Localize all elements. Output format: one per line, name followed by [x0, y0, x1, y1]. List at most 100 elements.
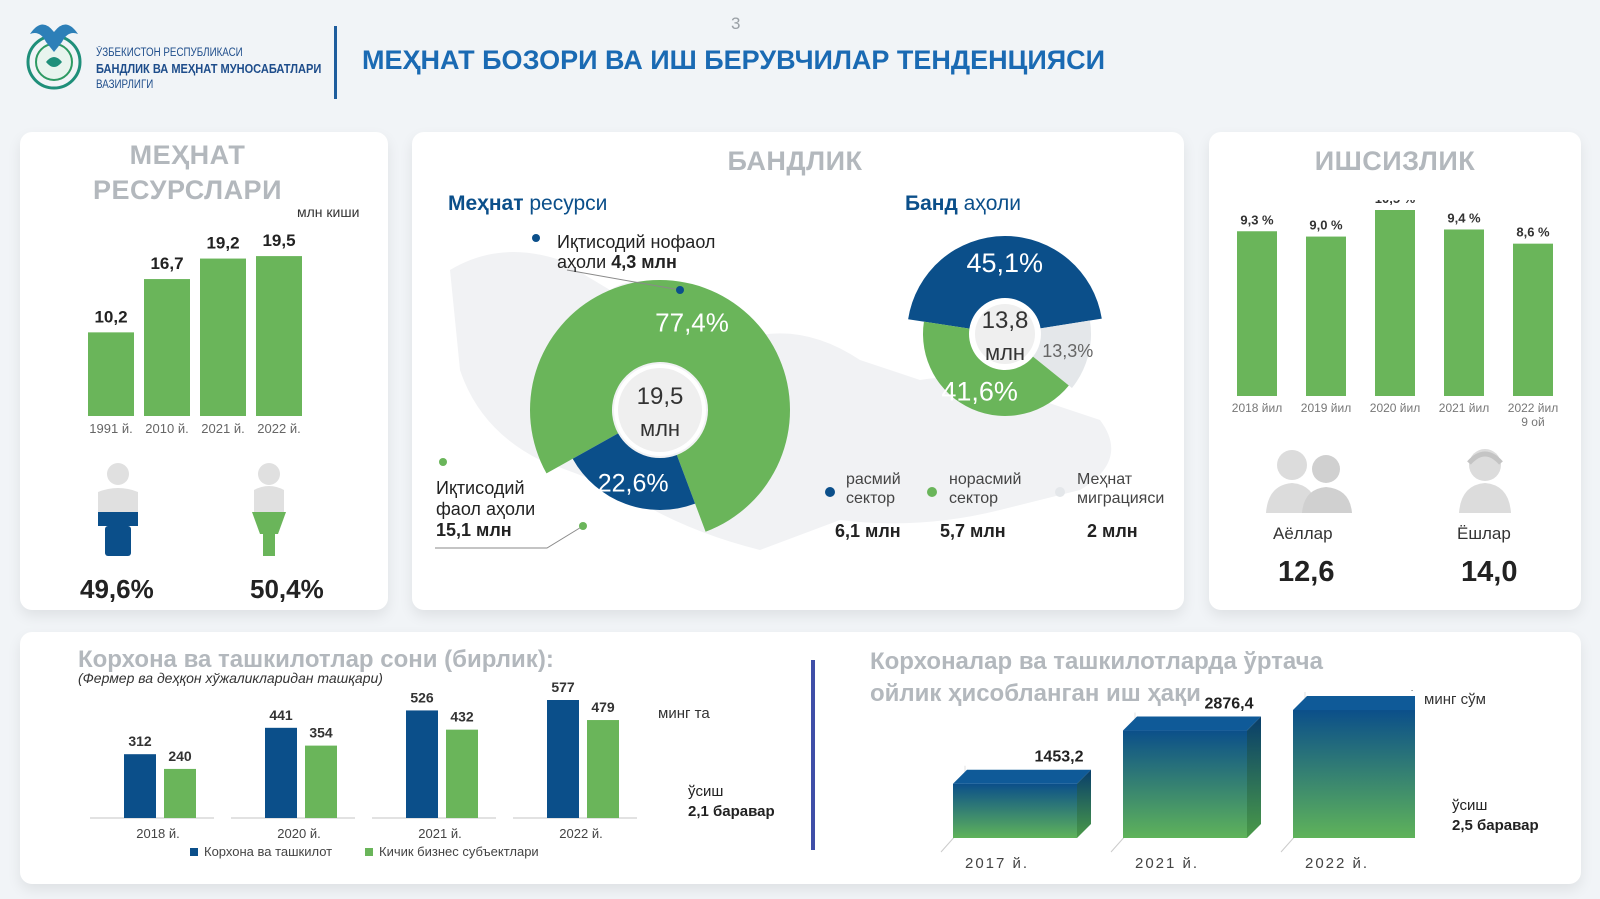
salary-bar-value: 3426,8 — [1375, 690, 1415, 692]
donut-center-disc — [975, 304, 1035, 364]
labor-resource-donut: 77,4% 22,6% 19,5 млн — [435, 234, 790, 549]
page-title: МЕҲНАТ БОЗОРИ ВА ИШ БЕРУВЧИЛАР ТЕНДЕНЦИЯ… — [362, 45, 1106, 75]
enterprise-legend-swatch — [190, 848, 198, 856]
enterprises-growth-line2: 2,1 баравар — [688, 803, 775, 820]
labor-bar — [88, 332, 134, 416]
salary-growth: ўсиш 2,5 баравар — [1452, 796, 1539, 836]
small-business-bar — [446, 729, 478, 818]
active-label-line2: фаол аҳоли — [436, 499, 536, 519]
donut-center-unit: млн — [985, 340, 1025, 365]
labor-bar — [200, 258, 246, 416]
enterprise-legend-label: Кичик бизнес субъектлари — [379, 844, 539, 859]
unemployment-bar — [1237, 231, 1277, 396]
small-business-bar — [305, 745, 337, 818]
enterprise-year: 2020 й. — [277, 826, 320, 841]
enterprise-bar-value: 479 — [591, 699, 615, 715]
employed-donut: 45,1% 13,3% 41,6% 13,8 млн — [908, 235, 1102, 416]
legend-informal-label: норасмий сектор — [949, 470, 1021, 508]
inactive-label-line2: аҳоли — [557, 252, 612, 272]
labor-bar-value: 19,2 — [206, 234, 239, 253]
women-group-icon — [1262, 445, 1357, 520]
active-legend-dot — [439, 458, 447, 466]
labor-resources-chart: 10,2 1991 й. 16,7 2010 й. 19,2 2021 й. 19,5 202… — [88, 231, 302, 436]
man-icon — [93, 462, 143, 562]
legend-informal-line1: норасмий — [949, 471, 1022, 488]
active-leader-line — [435, 525, 584, 549]
enterprise-bar — [265, 727, 297, 818]
inactive-leader-line — [566, 269, 681, 291]
inactive-slice-label: 22,6% — [598, 470, 669, 498]
enterprise-legend-label: Корхона ва ташкилот — [204, 844, 332, 859]
men-share: 49,6% — [80, 574, 154, 604]
active-label-line1: Иқтисодий — [436, 478, 525, 498]
young-person-icon — [1455, 445, 1515, 520]
legend-formal-label: расмий сектор — [846, 470, 901, 508]
salary-bar-top — [953, 769, 1091, 784]
employment-title: БАНДЛИК — [727, 146, 863, 176]
salary-bar-top — [1293, 696, 1415, 710]
enterprise-bar — [406, 710, 438, 818]
labor-bar-year: 2010 й. — [145, 421, 188, 436]
salary-title-line1: Корхоналар ва ташкилотларда ўртача — [870, 648, 1323, 675]
legend-migration-value: 2 млн — [1087, 521, 1138, 541]
labor-unit: млн киши — [297, 204, 360, 220]
labor-bar-value: 10,2 — [94, 307, 127, 326]
employed-subtitle: Банд аҳоли — [905, 192, 1021, 216]
women-label: Аёллар — [1273, 524, 1333, 543]
women-value: 12,6 — [1278, 556, 1335, 588]
salary-year: 2017 й. — [965, 855, 1029, 872]
enterprise-bar — [547, 700, 579, 818]
legend-migration-line2: миграцияси — [1077, 490, 1165, 507]
labor-resource-subtitle-bold: Меҳнат — [448, 192, 524, 215]
enterprise-bar-value: 312 — [128, 733, 152, 749]
labor-bar-year: 1991 й. — [89, 421, 132, 436]
small-business-bar — [164, 768, 196, 818]
ministry-name: ЎЗБЕКИСТОН РЕСПУБЛИКАСИ БАНДЛИК ВА МЕҲНА… — [96, 45, 321, 93]
youth-value: 14,0 — [1461, 556, 1518, 588]
labor-bar-value: 19,5 — [262, 231, 295, 250]
inactive-slice — [572, 433, 696, 510]
unemployment-bar-year: 2020 йил — [1370, 401, 1420, 415]
enterprise-bar — [124, 754, 156, 818]
legend-dot-migration — [1055, 487, 1065, 497]
unemployment-bar — [1306, 236, 1346, 396]
enterprises-growth: ўсиш 2,1 баравар — [688, 782, 775, 822]
legend-dot-informal — [927, 487, 937, 497]
salary-unit: минг сўм — [1424, 691, 1486, 708]
inactive-value: 4,3 млн — [611, 252, 677, 272]
salary-title: Корхоналар ва ташкилотларда ўртача ойлик… — [870, 646, 1323, 710]
unemployment-bar-value: 9,4 % — [1447, 210, 1481, 225]
unemployment-bar-year: 2021 йил — [1439, 401, 1489, 415]
legend-informal-value: 5,7 млн — [940, 521, 1006, 541]
active-slice-label: 77,4% — [655, 307, 729, 337]
labor-resource-subtitle-rest: ресурси — [523, 192, 608, 215]
salary-year: 2021 й. — [1135, 855, 1199, 872]
small-business-bar — [587, 720, 619, 818]
enterprise-bar-value: 354 — [309, 725, 333, 741]
legend-migration-label: Меҳнат миграцияси — [1077, 470, 1164, 508]
unemployment-bar-year-2: 9 ой — [1521, 415, 1544, 429]
ministry-line3: ВАЗИРЛИГИ — [96, 79, 154, 91]
unemployment-bar — [1444, 229, 1484, 396]
inactive-dot — [676, 286, 684, 294]
labor-resources-title: МЕҲНАТ РЕСУРСЛАРИ — [60, 138, 315, 208]
salary-bar-side — [1077, 769, 1091, 838]
migration-slice-label: 13,3% — [1042, 341, 1093, 361]
enterprise-bar-value: 577 — [551, 679, 575, 695]
unemployment-bar-year: 2022 йил — [1508, 401, 1558, 415]
formal-slice-label: 45,1% — [966, 248, 1043, 278]
enterprise-year: 2022 й. — [559, 826, 602, 841]
active-slice — [530, 280, 790, 532]
unemployment-title: ИШСИЗЛИК — [1314, 146, 1476, 176]
unemployment-bar — [1375, 210, 1415, 396]
labor-bar — [256, 256, 302, 416]
unemployment-chart: 9,3 % 2018 йил 9,0 % 2019 йил 10,5 % 2020 йил… — [1232, 200, 1558, 429]
informal-slice-label: 41,6% — [941, 377, 1018, 407]
active-value: 15,1 млн — [436, 520, 512, 540]
labor-bar-year: 2022 й. — [257, 421, 300, 436]
woman-icon — [248, 462, 290, 562]
enterprise-year: 2021 й. — [418, 826, 461, 841]
salary-bar — [1293, 710, 1415, 838]
enterprises-title: Корхона ва ташкилотлар сони (бирлик): — [78, 646, 554, 673]
salary-growth-line2: 2,5 баравар — [1452, 817, 1539, 834]
